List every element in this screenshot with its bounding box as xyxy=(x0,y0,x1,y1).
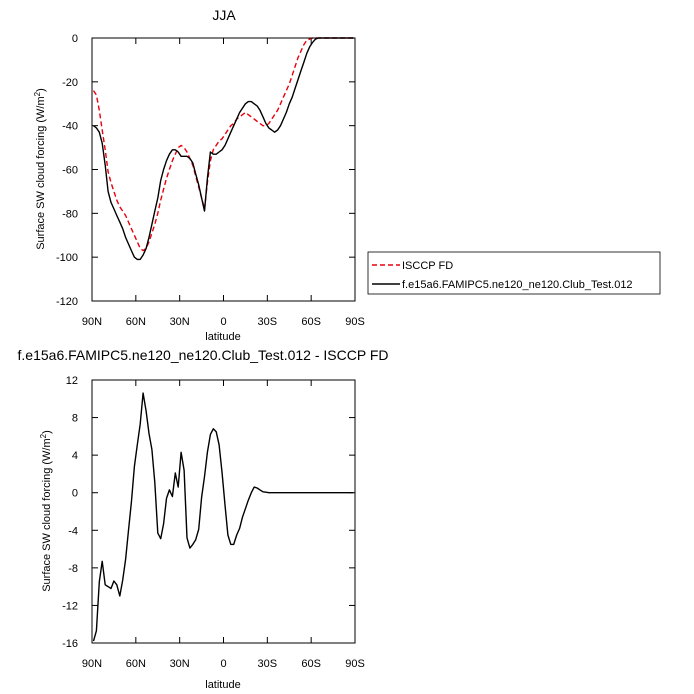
top-y-tick-label: -40 xyxy=(62,121,78,133)
top-series-line-0 xyxy=(92,37,354,252)
bottom-y-axis-label-end: ) xyxy=(41,430,53,434)
top-x-tick-label: 0 xyxy=(220,316,226,328)
top-y-axis-label-main: Surface SW cloud forcing (W/m xyxy=(35,96,47,249)
top-y-tick-label: -20 xyxy=(62,77,78,89)
legend: ISCCP FD f.e15a6.FAMIPC5.ne120_ne120.Clu… xyxy=(367,251,661,295)
top-x-tick-label: 30N xyxy=(170,316,190,328)
top-x-tick-label: 90S xyxy=(345,316,365,328)
top-x-tick-label: 90N xyxy=(82,316,102,328)
top-chart: JJA 90N 60N 30N 0 30S 60S 90S 0 -20 -40 -60 -80 -100… xyxy=(33,7,661,343)
bottom-y-tick-label: 8 xyxy=(72,413,78,425)
bottom-y-tick-label: 0 xyxy=(72,488,78,500)
top-x-tick-label: 60N xyxy=(126,316,146,328)
bottom-y-tick-label: -12 xyxy=(62,600,78,612)
top-y-axis-label-end: ) xyxy=(35,88,47,92)
top-y-tick-label: 0 xyxy=(72,33,78,45)
top-series-line-1 xyxy=(93,37,354,261)
bottom-chart-title: f.e15a6.FAMIPC5.ne120_ne120.Club_Test.01… xyxy=(18,347,389,363)
bottom-chart: f.e15a6.FAMIPC5.ne120_ne120.Club_Test.01… xyxy=(18,347,389,691)
bottom-y-axis-label-main: Surface SW cloud forcing (W/m xyxy=(41,438,53,591)
top-x-tick-label: 30S xyxy=(258,316,278,328)
top-y-tick-label: -60 xyxy=(62,165,78,177)
bottom-x-tick-label: 30N xyxy=(170,658,190,670)
bottom-plot-frame xyxy=(91,379,356,644)
bottom-y-axis-label: Surface SW cloud forcing (W/m2) xyxy=(39,430,53,592)
top-y-tick-label: -120 xyxy=(56,296,78,308)
bottom-y-tick-label: 12 xyxy=(66,375,78,387)
bottom-x-tick-label: 90S xyxy=(345,658,365,670)
bottom-y-axis-label-sup: 2 xyxy=(39,433,48,438)
bottom-y-tick-label: -16 xyxy=(62,638,78,650)
bottom-series-line-0 xyxy=(92,392,354,642)
top-y-axis-label: Surface SW cloud forcing (W/m2) xyxy=(33,88,47,250)
bottom-x-tick-label: 60S xyxy=(301,658,321,670)
bottom-y-tick-label: 4 xyxy=(72,450,78,462)
bottom-x-tick-label: 90N xyxy=(82,658,102,670)
top-x-axis-label: latitude xyxy=(205,331,240,343)
bottom-y-tick-label: -8 xyxy=(68,563,78,575)
bottom-x-axis-label: latitude xyxy=(205,679,240,691)
bottom-plot-area: 90N 60N 30N 0 30S 60S 90S 12 8 4 0 -4 -8 -12 -16 xyxy=(62,375,365,670)
bottom-x-tick-label: 30S xyxy=(258,658,278,670)
top-x-tick-label: 60S xyxy=(301,316,321,328)
top-y-tick-label: -100 xyxy=(56,252,78,264)
legend-label-model: f.e15a6.FAMIPC5.ne120_ne120.Club_Test.01… xyxy=(402,279,633,291)
top-y-axis-label-sup: 2 xyxy=(33,91,42,96)
bottom-x-tick-label: 60N xyxy=(126,658,146,670)
top-plot-frame xyxy=(91,37,356,302)
top-chart-title: JJA xyxy=(212,7,236,23)
top-y-tick-label: -80 xyxy=(62,208,78,220)
legend-label-isccp: ISCCP FD xyxy=(402,260,453,272)
top-plot-area: 90N 60N 30N 0 30S 60S 90S 0 -20 -40 -60 -80 -100 -120 xyxy=(56,33,365,328)
legend-box xyxy=(367,251,661,295)
bottom-x-tick-label: 0 xyxy=(220,658,226,670)
bottom-y-tick-label: -4 xyxy=(68,525,78,537)
